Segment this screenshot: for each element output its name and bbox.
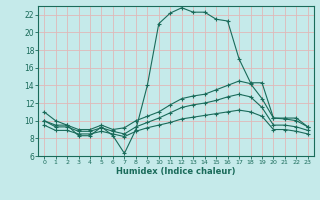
X-axis label: Humidex (Indice chaleur): Humidex (Indice chaleur) [116,167,236,176]
